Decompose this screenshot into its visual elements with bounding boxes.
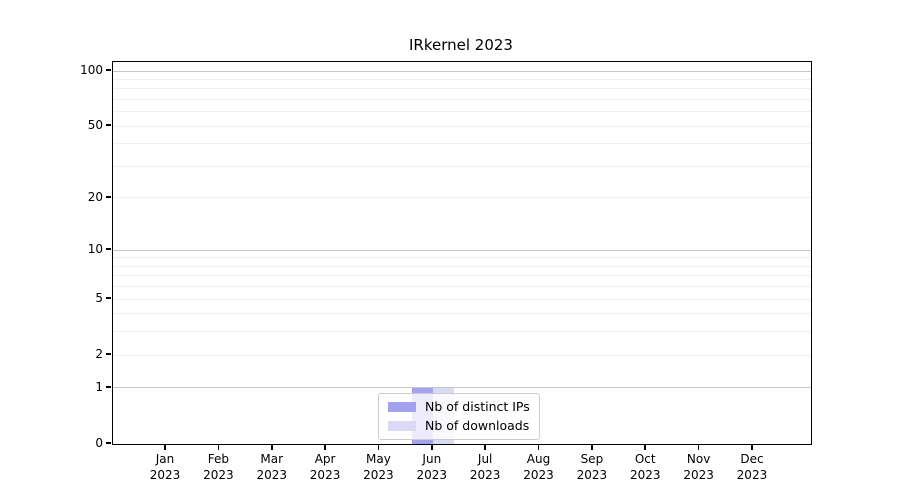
legend-swatch-distinct-ips xyxy=(388,401,416,412)
legend-swatch-downloads xyxy=(388,420,416,431)
x-tick-label: Nov 2023 xyxy=(683,452,714,482)
gridline-minor xyxy=(113,286,811,288)
x-tick-label: Jan 2023 xyxy=(149,452,181,482)
x-tick-label: Oct 2023 xyxy=(629,452,661,482)
x-tick-mark xyxy=(164,444,166,450)
x-tick-mark xyxy=(751,444,753,450)
gridline-minor xyxy=(113,354,811,356)
x-tick-mark xyxy=(217,444,220,450)
gridline-minor xyxy=(113,165,811,167)
x-tick-mark xyxy=(270,444,273,450)
legend-entry-downloads: Nb of downloads xyxy=(388,418,530,433)
gridline-minor xyxy=(113,257,811,259)
x-tick-mark xyxy=(324,444,326,450)
gridline-major xyxy=(113,249,811,251)
x-tick-mark xyxy=(644,444,647,450)
y-tick-mark xyxy=(106,386,111,388)
x-tick-label: Sep 2023 xyxy=(576,452,608,482)
y-tick-label: 0 xyxy=(95,436,103,450)
x-tick-label: Feb 2023 xyxy=(203,452,234,482)
y-tick-label: 50 xyxy=(87,118,103,133)
legend-label-downloads: Nb of downloads xyxy=(425,418,530,433)
gridline-minor xyxy=(113,98,811,100)
x-tick-mark xyxy=(484,444,486,450)
y-tick-mark xyxy=(106,248,111,250)
gridline-minor xyxy=(113,298,811,300)
y-tick-label: 100 xyxy=(80,63,103,77)
gridline-minor xyxy=(113,313,811,315)
x-tick-label: May 2023 xyxy=(363,452,394,482)
gridline-minor xyxy=(113,265,811,267)
y-tick-mark xyxy=(106,69,111,71)
y-tick-label: 20 xyxy=(87,189,103,204)
gridline-minor xyxy=(113,331,811,333)
y-tick-mark xyxy=(106,353,111,355)
y-tick-label: 5 xyxy=(95,291,103,306)
x-tick-mark xyxy=(377,444,380,450)
y-tick-mark xyxy=(106,442,111,444)
x-tick-label: Jul 2023 xyxy=(469,452,501,482)
x-tick-label: Apr 2023 xyxy=(309,452,341,482)
gridline-minor xyxy=(113,143,811,145)
legend-entry-distinct-ips: Nb of distinct IPs xyxy=(388,399,530,414)
legend: Nb of distinct IPs Nb of downloads xyxy=(378,393,540,440)
gridline-minor xyxy=(113,78,811,80)
x-tick-mark xyxy=(431,444,433,450)
gridline-major xyxy=(113,387,811,389)
gridline-minor xyxy=(113,111,811,113)
y-tick-label: 2 xyxy=(95,347,103,362)
y-tick-mark xyxy=(106,297,111,299)
x-tick-mark xyxy=(591,444,593,450)
y-tick-mark xyxy=(106,124,111,127)
x-tick-mark xyxy=(697,444,700,450)
gridline-minor xyxy=(113,125,811,127)
x-tick-mark xyxy=(537,444,540,450)
plot-area: Nb of distinct IPs Nb of downloads xyxy=(112,61,812,445)
y-tick-label: 1 xyxy=(95,379,103,394)
x-tick-label: Mar 2023 xyxy=(256,452,287,482)
gridline-minor xyxy=(113,197,811,199)
chart-title: IRkernel 2023 xyxy=(409,36,513,54)
gridline-major xyxy=(113,70,811,72)
x-tick-label: Jun 2023 xyxy=(416,452,448,482)
y-tick-mark xyxy=(106,196,111,198)
x-tick-label: Dec 2023 xyxy=(736,452,768,482)
gridline-minor xyxy=(113,88,811,90)
y-tick-label: 10 xyxy=(87,242,103,257)
x-tick-label: Aug 2023 xyxy=(523,452,554,482)
legend-label-distinct-ips: Nb of distinct IPs xyxy=(425,399,530,414)
gridline-minor xyxy=(113,275,811,277)
